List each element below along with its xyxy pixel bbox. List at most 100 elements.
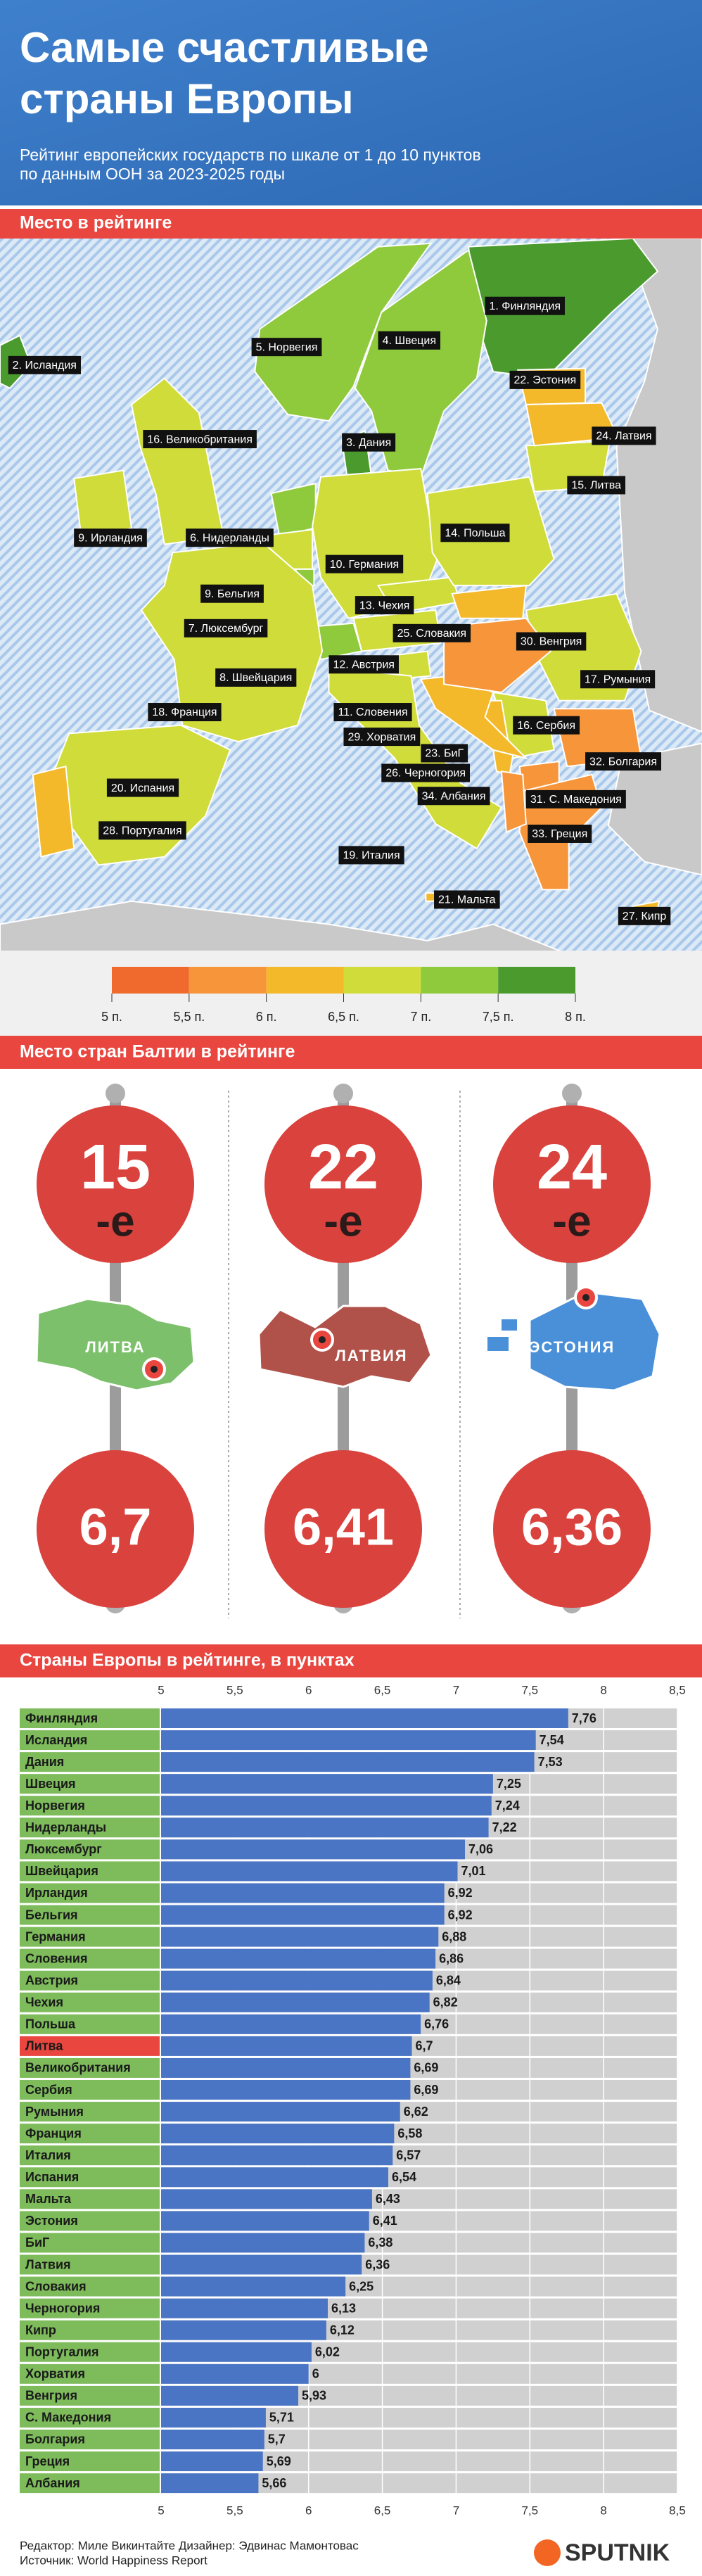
legend-swatch: [112, 967, 189, 994]
map-label: 15. Литва: [571, 480, 621, 492]
category-label: Черногория: [25, 2301, 100, 2315]
x-tick-label: 5: [158, 2504, 164, 2517]
map-label: 2. Исландия: [13, 360, 77, 372]
map-label-box: [328, 655, 399, 674]
value-label: 6,84: [436, 1973, 461, 1987]
category-label: Исландия: [25, 1733, 87, 1747]
category-box: [20, 2298, 160, 2318]
category-label: Бельгия: [25, 1908, 78, 1922]
bar: [161, 1752, 535, 1772]
map-label: 6. Нидерланды: [190, 532, 269, 544]
map-label: 17. Румыния: [585, 673, 651, 685]
map-label: 5. Норвегия: [256, 341, 318, 353]
category-label: Австрия: [25, 1973, 78, 1987]
map-label-box: [342, 433, 396, 452]
bar: [161, 2276, 346, 2297]
category-label: Словакия: [25, 2279, 87, 2293]
category-box: [20, 1948, 160, 1969]
country-shape: [257, 1305, 433, 1388]
bar: [161, 2145, 393, 2166]
map-label-box: [592, 426, 656, 445]
value-label: 7,24: [495, 1798, 520, 1813]
bar: [161, 1817, 489, 1838]
country: [140, 542, 324, 743]
x-tick-label: 5,5: [226, 2504, 243, 2517]
map-label: 20. Испания: [111, 782, 174, 794]
value-label: 6,57: [396, 2148, 421, 2162]
country: [32, 765, 75, 858]
map-label: 14. Польша: [445, 527, 505, 539]
bar: [161, 2233, 365, 2253]
rank-suffix: -е: [324, 1197, 362, 1245]
map-label-box: [434, 890, 500, 909]
map-label: 12. Австрия: [333, 659, 395, 671]
bar: [161, 2211, 369, 2231]
map-label-box: [378, 331, 441, 350]
value-label: 6,25: [349, 2279, 374, 2293]
bar: [161, 1948, 436, 1969]
map-label-box: [325, 554, 404, 573]
category-box: [20, 2080, 160, 2100]
rank-suffix: -е: [552, 1197, 591, 1245]
bar: [161, 2298, 328, 2318]
bar: [161, 2385, 299, 2406]
category-label: Кипр: [25, 2323, 56, 2337]
category-label: Финляндия: [25, 1711, 98, 1725]
bar: [161, 2014, 421, 2034]
value-label: 5,7: [268, 2432, 286, 2447]
category-box: [20, 1774, 160, 1794]
category-label: Испания: [25, 2170, 79, 2184]
category-box: [20, 2342, 160, 2362]
value-label: 7,01: [461, 1864, 486, 1878]
x-tick-label: 6,5: [374, 1683, 391, 1696]
bar: [161, 2254, 362, 2275]
country-name: ЛИТВА: [85, 1338, 145, 1356]
value-label: 6,43: [376, 2192, 400, 2206]
map-label-box: [509, 370, 581, 389]
section-title: Место стран Балтии в рейтинге: [20, 1042, 295, 1062]
map-label-box: [106, 778, 179, 797]
map-label: 16. Великобритания: [147, 433, 253, 445]
country-shape: [528, 1290, 661, 1392]
legend-swatch: [343, 967, 421, 994]
category-box: [20, 1839, 160, 1860]
x-tick-label: 7: [453, 1683, 459, 1696]
x-tick-label: 8,5: [669, 2504, 686, 2517]
value-label: 7,25: [497, 1777, 521, 1791]
legend-swatch: [189, 967, 267, 994]
map: 1. Финляндия 2. Исландия 3. Дания 4. Швеция…: [0, 239, 702, 951]
value-label: 6,69: [414, 2061, 438, 2075]
country: [500, 770, 527, 834]
map-label-box: [186, 528, 274, 547]
category-box: [20, 1992, 160, 2012]
category-label: Словения: [25, 1951, 87, 1965]
subtitle: Рейтинг европейских государств по шкале …: [20, 146, 481, 164]
score: 6,36: [521, 1498, 623, 1556]
x-tick-label: 7,5: [521, 1683, 538, 1696]
map-label: 11. Словения: [338, 706, 407, 718]
category-box: [20, 1883, 160, 1903]
value-label: 6,88: [442, 1929, 466, 1943]
x-tick-label: 8: [600, 2504, 606, 2517]
category-box: [20, 2429, 160, 2449]
category-label: Швейцария: [25, 1864, 98, 1878]
connector-end: [106, 1084, 125, 1103]
island: [487, 1337, 509, 1351]
category-label: Норвегия: [25, 1798, 85, 1813]
map-label-box: [580, 670, 656, 689]
map-label-box: [343, 728, 421, 747]
rank: 22: [308, 1132, 378, 1203]
map-label: 31. С. Македония: [530, 794, 622, 806]
category-box: [20, 2385, 160, 2406]
map-label: 7. Люксембург: [189, 623, 264, 635]
map-label: 27. Кипр: [623, 911, 667, 922]
category-label: Германия: [25, 1929, 86, 1943]
bar: [161, 2036, 412, 2056]
category-box: [20, 2211, 160, 2231]
category-box: [20, 2364, 160, 2384]
map-label: 19. Италия: [343, 850, 400, 862]
category-label: С. Македония: [25, 2411, 111, 2425]
legend-label: 6,5 п.: [328, 1010, 359, 1024]
section-title: Место в рейтинге: [20, 213, 172, 233]
map-label-box: [333, 703, 412, 722]
